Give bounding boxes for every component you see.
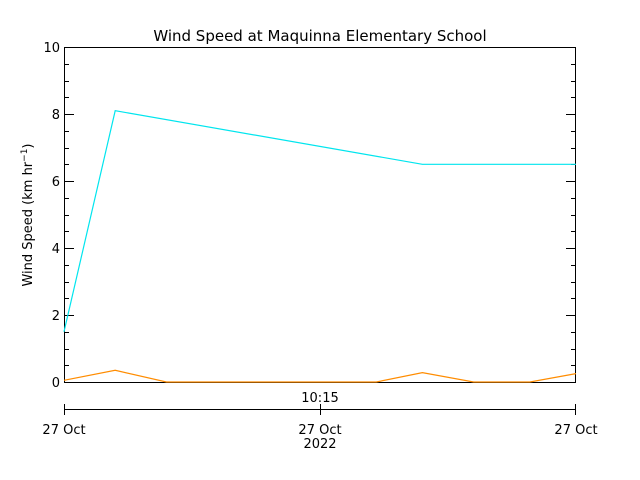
y-tick-label: 2: [52, 309, 60, 324]
chart-title: Wind Speed at Maquinna Elementary School: [153, 27, 486, 45]
series-line-1: [63, 110, 576, 332]
y-tick-label: 0: [52, 376, 60, 391]
time-axis: 10:15 27 Oct 27 Oct 27 Oct 2022: [42, 391, 597, 452]
y-tick-label: 6: [52, 175, 60, 190]
y-axis-ticks: [64, 47, 576, 383]
time-axis-date-start: 27 Oct: [42, 423, 85, 438]
time-axis-top-label: 10:15: [301, 391, 338, 406]
y-axis-label-close: ): [21, 143, 36, 148]
y-tick-label: 4: [52, 242, 60, 257]
time-axis-year: 2022: [303, 437, 336, 452]
plot-border: [64, 47, 576, 383]
y-axis-label-superscript: −1: [20, 149, 30, 162]
y-tick-label: 8: [52, 108, 60, 123]
y-tick-label: 10: [43, 41, 60, 56]
series-lines: [63, 110, 577, 383]
time-axis-date-mid: 27 Oct: [298, 423, 341, 438]
time-axis-date-end: 27 Oct: [554, 423, 597, 438]
plot-frame: [64, 47, 576, 383]
series-line-2: [63, 369, 577, 383]
y-axis-label-main: Wind Speed (km hr: [21, 161, 36, 286]
y-axis-tick-labels: 0 2 4 6 8 10: [43, 41, 60, 391]
y-axis-label: Wind Speed (km hr−1): [20, 143, 36, 286]
